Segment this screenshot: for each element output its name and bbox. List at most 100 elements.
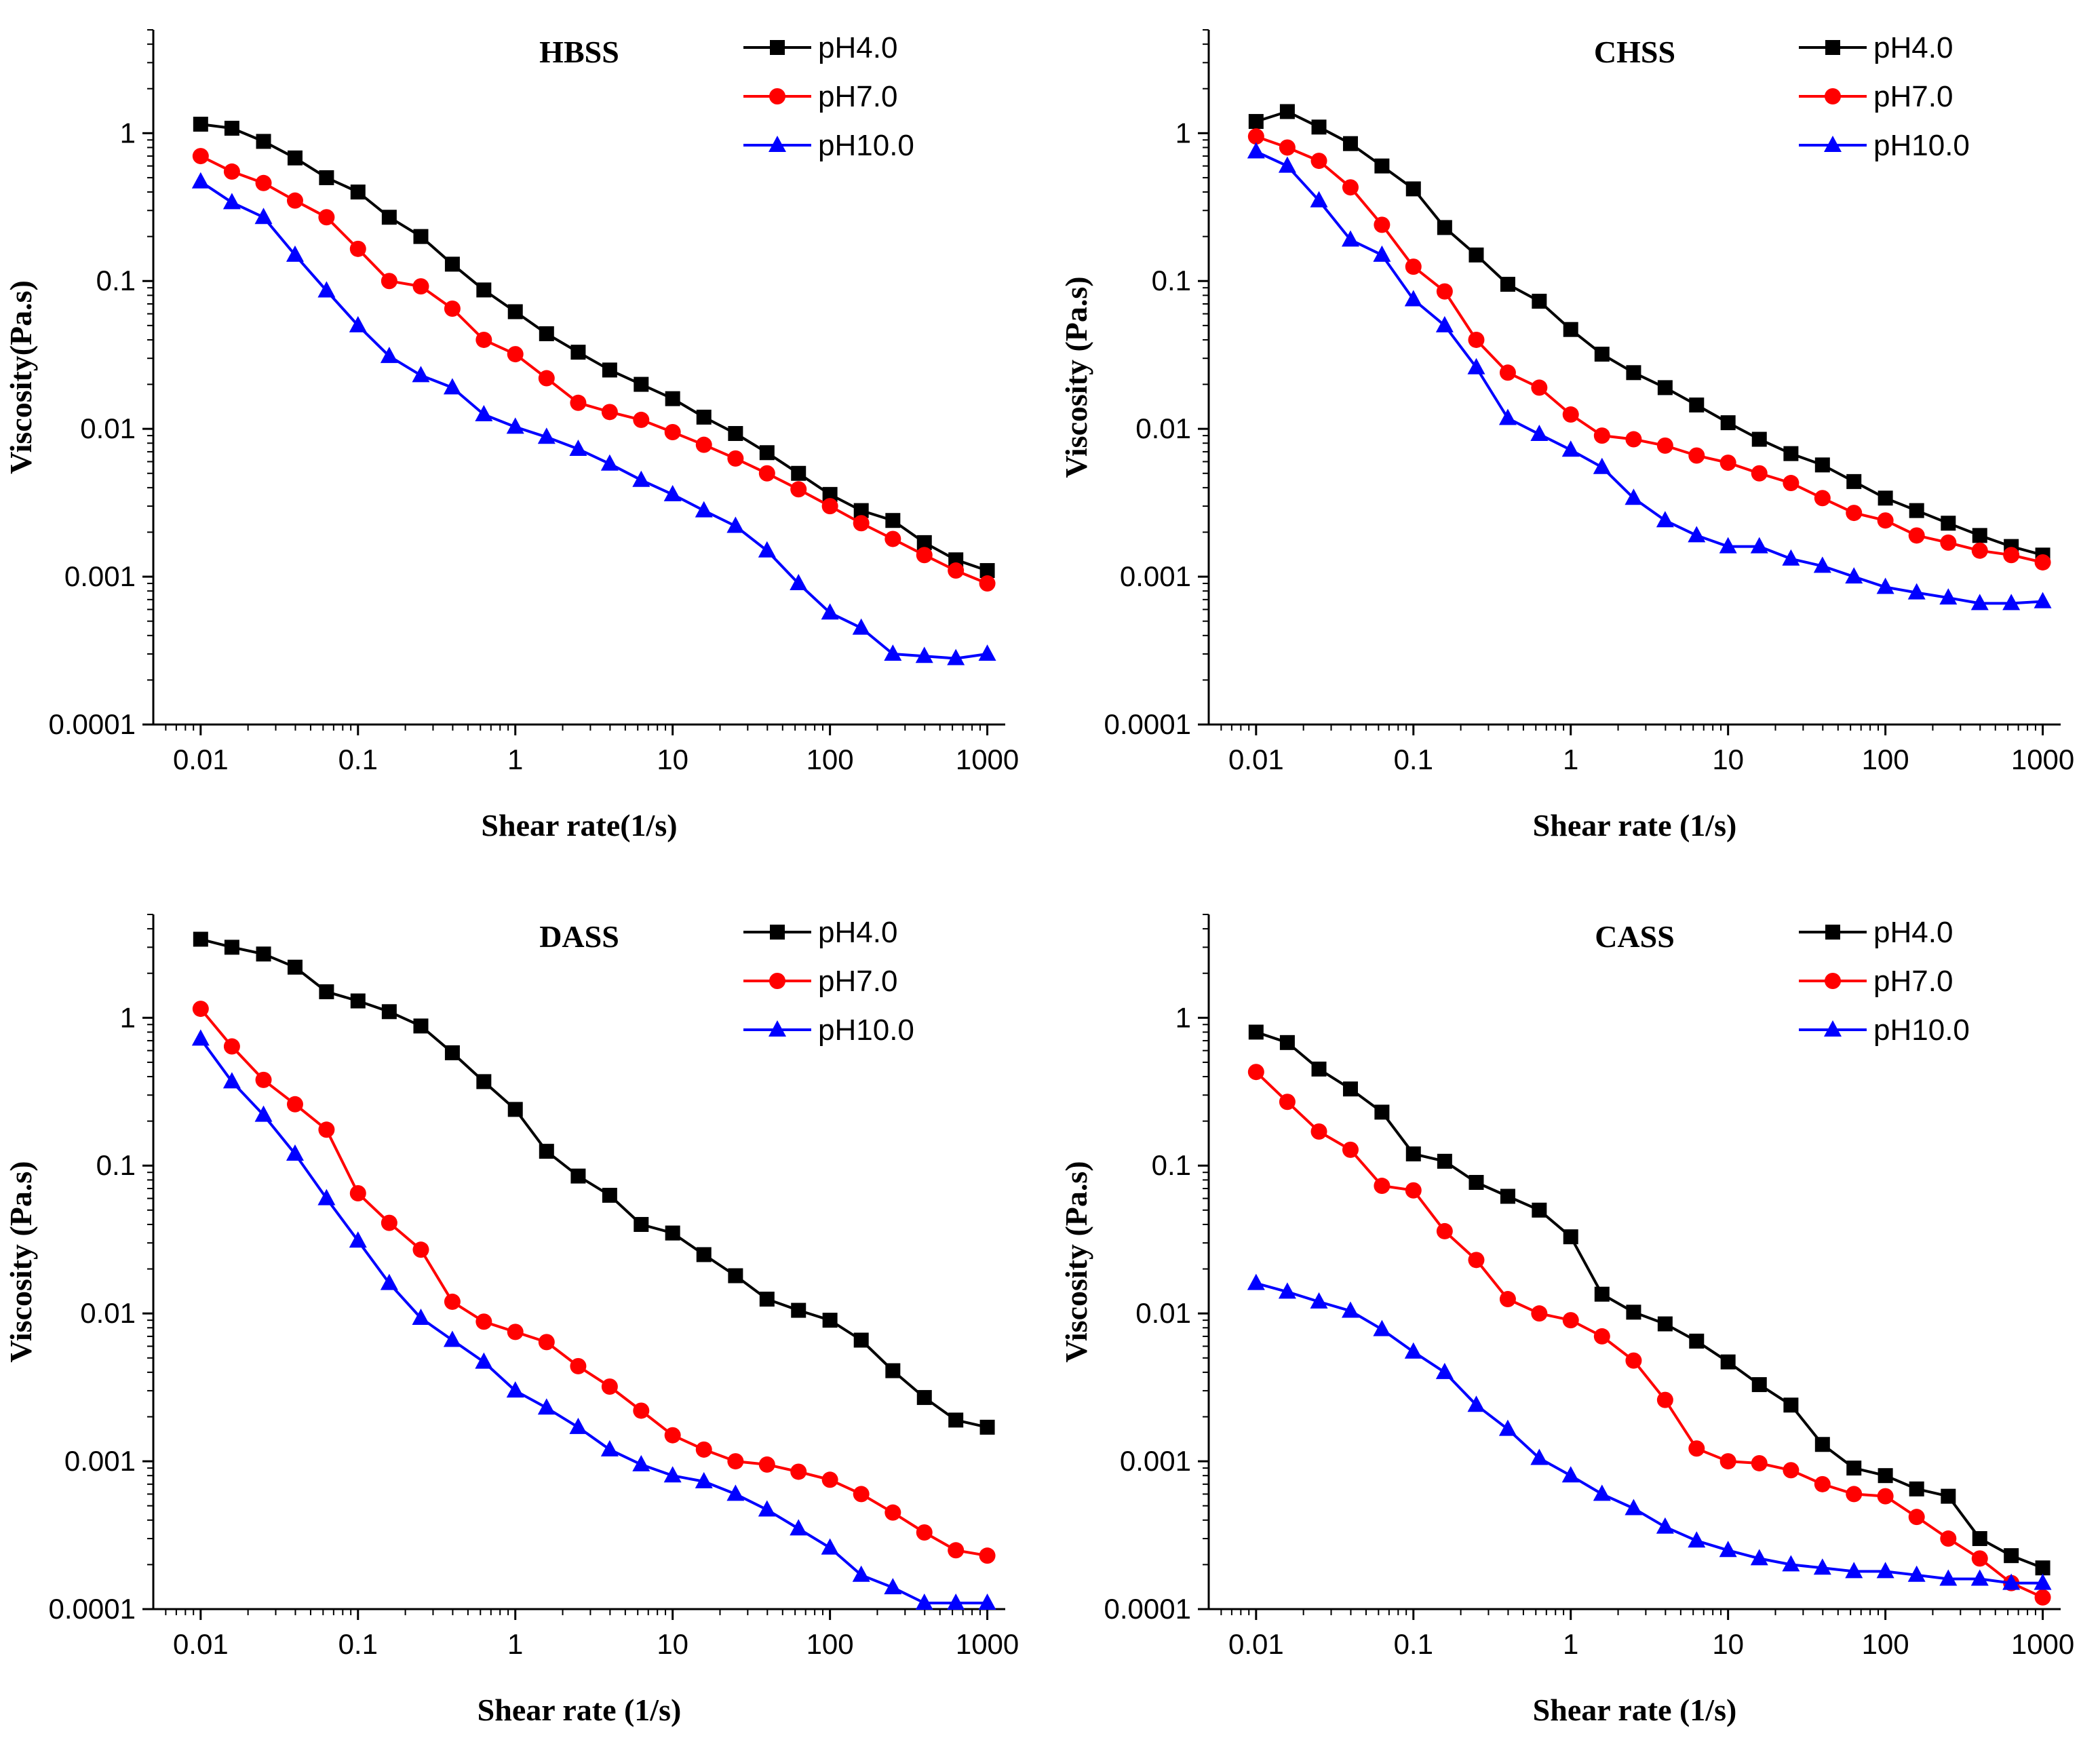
- data-point: [380, 1273, 398, 1290]
- data-point: [381, 273, 397, 290]
- y-tick-label: 0.1: [1152, 1149, 1191, 1181]
- data-point: [192, 148, 209, 165]
- x-tick-label: 1: [507, 744, 523, 775]
- data-point: [821, 1538, 839, 1555]
- chart-panel-4: 0.01 0.1 1 10 100 1000 0.0001 0.001 0.01 0.1 1 CASS…: [1059, 914, 2074, 1727]
- data-point: [633, 411, 650, 428]
- x-tick-label: 100: [1862, 744, 1909, 775]
- data-point: [663, 1466, 682, 1483]
- data-point: [349, 315, 367, 332]
- data-point: [349, 1185, 366, 1202]
- data-point: [663, 484, 682, 501]
- data-point: [1907, 1565, 1926, 1582]
- data-point: [1719, 1541, 1737, 1558]
- data-point: [1248, 114, 1264, 130]
- data-point: [1876, 1562, 1894, 1579]
- data-point: [475, 405, 493, 422]
- data-point: [916, 535, 932, 550]
- data-point: [791, 1302, 806, 1318]
- data-point: [1247, 1064, 1264, 1081]
- x-tick-label: 100: [806, 1628, 854, 1660]
- y-tick-label: 0.1: [96, 1149, 136, 1181]
- y-axis-label: Viscosity(Pa.s): [3, 280, 38, 474]
- data-point: [254, 1105, 273, 1122]
- data-point: [1341, 230, 1359, 247]
- data-point: [884, 1504, 901, 1521]
- data-point: [915, 1593, 933, 1610]
- data-point: [728, 1268, 743, 1283]
- data-point: [286, 245, 304, 262]
- data-point: [1720, 1354, 1736, 1370]
- data-point: [1469, 1174, 1484, 1190]
- data-point: [2034, 1573, 2052, 1590]
- data-point: [947, 649, 965, 665]
- data-point: [476, 1074, 492, 1089]
- data-point: [1467, 358, 1485, 374]
- data-point: [822, 1313, 838, 1328]
- data-point: [1373, 1319, 1391, 1336]
- data-point: [885, 1363, 901, 1378]
- data-point: [1720, 415, 1736, 431]
- legend-marker: [1825, 973, 1841, 989]
- data-point: [1783, 1462, 1800, 1479]
- series-pH10.0: [191, 172, 996, 665]
- data-point: [1939, 588, 1958, 605]
- x-tick-label: 0.1: [338, 744, 378, 775]
- data-point: [539, 326, 554, 341]
- data-point: [1531, 379, 1548, 396]
- data-point: [1877, 1488, 1894, 1505]
- data-point: [254, 208, 273, 225]
- y-tick-label: 0.01: [1135, 1297, 1191, 1329]
- legend-label: pH7.0: [818, 80, 897, 113]
- data-point: [1783, 1397, 1799, 1413]
- data-point: [1972, 528, 1987, 543]
- data-point: [1342, 179, 1359, 196]
- data-point: [318, 1121, 335, 1138]
- data-point: [317, 281, 336, 298]
- data-point: [1405, 1182, 1422, 1199]
- data-point: [412, 278, 429, 295]
- y-tick-label: 0.001: [1120, 560, 1191, 592]
- data-point: [223, 163, 240, 180]
- data-point: [191, 172, 210, 189]
- data-point: [632, 1454, 650, 1471]
- data-point: [349, 1231, 367, 1248]
- chart-title: DASS: [539, 919, 619, 954]
- data-point: [1530, 425, 1549, 442]
- data-point: [915, 646, 933, 663]
- x-tick-label: 0.01: [173, 744, 229, 775]
- legend-label: pH4.0: [818, 916, 897, 949]
- y-tick-label: 1: [120, 1001, 136, 1033]
- data-point: [2034, 554, 2051, 571]
- series-line: [199, 155, 988, 585]
- data-point: [1310, 1292, 1328, 1309]
- data-point: [476, 282, 492, 298]
- y-tick-label: 0.001: [1120, 1445, 1191, 1477]
- data-point: [286, 1144, 304, 1161]
- data-point: [256, 946, 271, 962]
- data-point: [822, 486, 838, 502]
- data-point: [1278, 156, 1296, 173]
- series-pH4.0: [193, 117, 995, 579]
- data-point: [538, 370, 555, 387]
- data-point: [1846, 1461, 1862, 1476]
- series-pH10.0: [1247, 1273, 2052, 1590]
- data-point: [664, 424, 681, 441]
- series-line: [199, 180, 988, 660]
- data-point: [350, 185, 366, 200]
- data-point: [1656, 437, 1673, 454]
- data-point: [1279, 1035, 1295, 1050]
- data-point: [632, 470, 650, 487]
- data-point: [1908, 527, 1925, 544]
- y-tick-label: 0.1: [96, 265, 136, 296]
- data-point: [821, 1471, 838, 1488]
- data-point: [1877, 512, 1894, 529]
- data-point: [1845, 1562, 1863, 1579]
- data-point: [727, 450, 744, 467]
- data-point: [2002, 1573, 2021, 1590]
- data-point: [1468, 1252, 1485, 1269]
- legend-marker: [1824, 1020, 1842, 1037]
- y-tick-label: 0.0001: [49, 708, 136, 740]
- data-point: [979, 1547, 996, 1564]
- data-point: [444, 1045, 460, 1060]
